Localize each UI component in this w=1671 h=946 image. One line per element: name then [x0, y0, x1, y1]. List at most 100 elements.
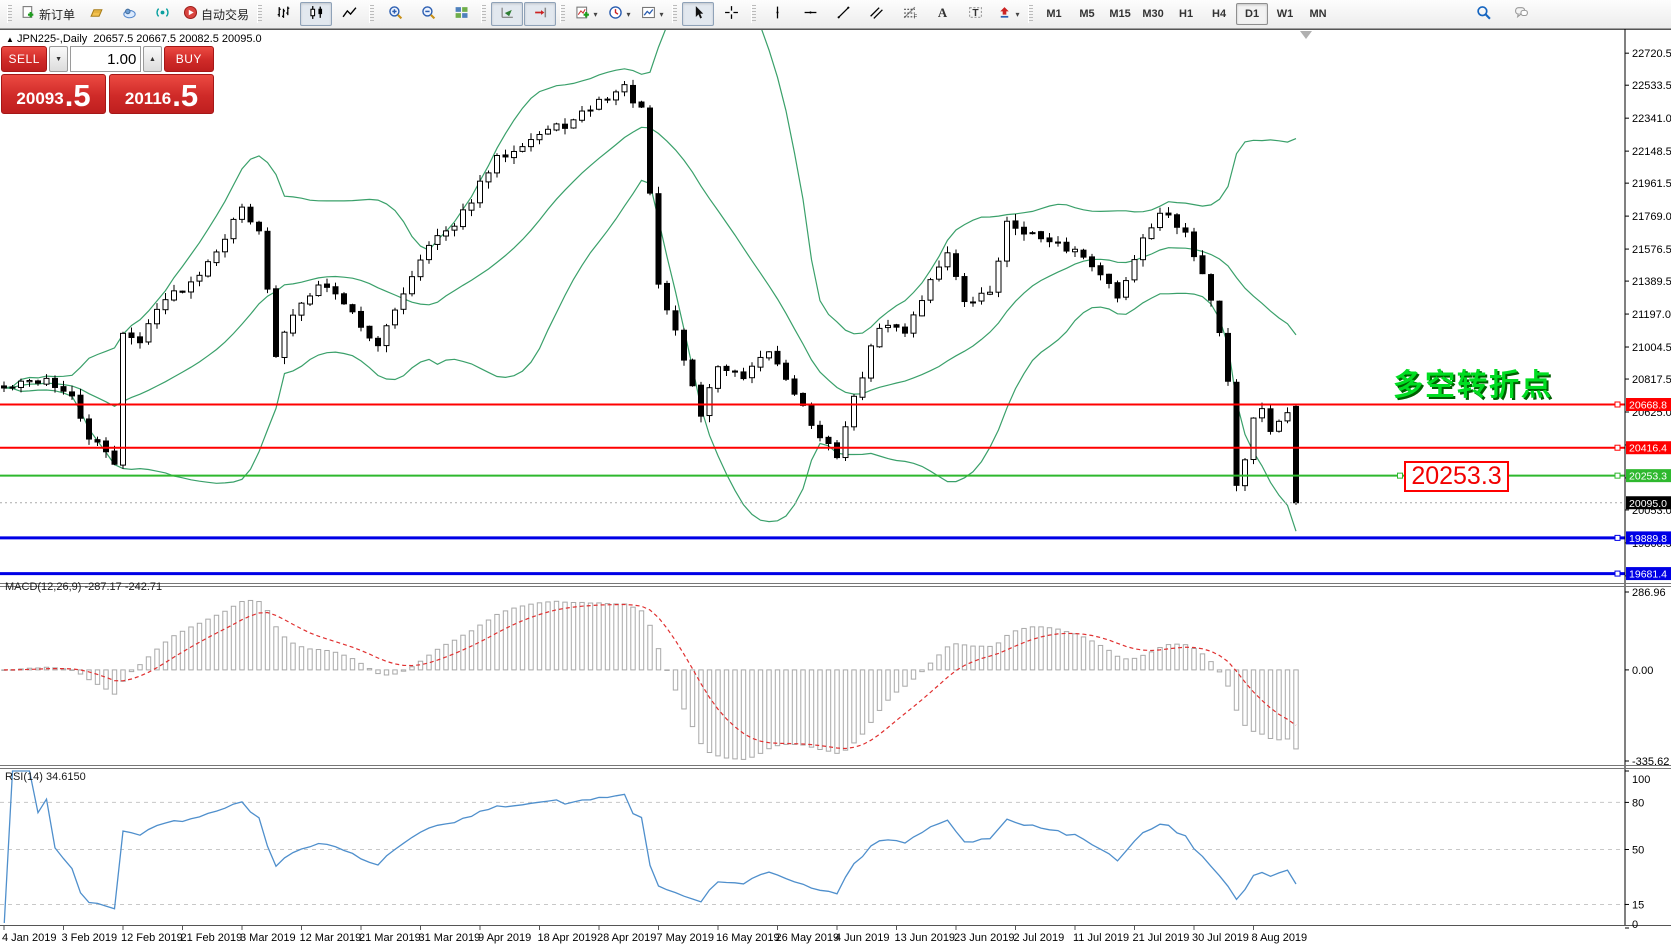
price-tick-label: 21576.5 [1632, 244, 1671, 256]
chart-text-annotation[interactable]: 多空转折点 [1393, 369, 1553, 402]
equidistant-channel-button[interactable] [860, 2, 892, 26]
cursor-icon [691, 5, 706, 23]
svg-text:100: 100 [1632, 774, 1650, 786]
periods-button[interactable]: ▾ [603, 2, 635, 26]
sell-button[interactable]: SELL [1, 46, 48, 72]
hline-pivot-green[interactable] [0, 472, 1625, 479]
price-tick-label: 22148.5 [1632, 146, 1671, 158]
vertical-line-button[interactable] [761, 2, 793, 26]
volume-increase-button[interactable]: ▲ [143, 46, 162, 72]
fibonacci-retracement-icon: F [902, 5, 917, 23]
svg-text:T: T [972, 8, 979, 19]
line-handle[interactable] [1614, 401, 1621, 408]
hline-support-2[interactable] [0, 570, 1625, 577]
timeframe-M30-button[interactable]: M30 [1142, 8, 1164, 20]
crosshair-icon [724, 5, 739, 23]
toolbar-grip[interactable] [257, 5, 263, 23]
bar-chart-button[interactable] [267, 2, 299, 26]
signals-icon [155, 5, 170, 23]
buy-price-box[interactable]: 20116 .5 [109, 74, 214, 114]
zoom-in-button[interactable] [379, 2, 411, 26]
svg-text:286.96: 286.96 [1632, 587, 1666, 599]
text-label-button[interactable]: T [959, 2, 991, 26]
hline-support-1[interactable] [0, 534, 1625, 541]
rsi-value: 34.6150 [45, 771, 86, 783]
date-label: 28 Apr 2019 [597, 932, 656, 944]
timeframe-D1-button[interactable]: D1 [1236, 3, 1269, 25]
cursor-button[interactable] [682, 2, 715, 26]
zoom-out-button[interactable] [412, 2, 444, 26]
tile-windows-button[interactable] [445, 2, 477, 26]
price-callout-box[interactable]: 20253.3 [1404, 461, 1509, 492]
buy-price: 20116 [124, 89, 172, 108]
indicators-list-icon [575, 5, 590, 23]
ohlc-open: 20657.5 [93, 33, 134, 45]
macd-histogram [1, 599, 1299, 760]
indicators-list-button[interactable]: ▾ [570, 2, 602, 26]
buy-button[interactable]: BUY [163, 46, 214, 72]
price-tick-label: 21197.0 [1632, 309, 1671, 321]
hline-resistance-2[interactable] [0, 444, 1625, 451]
line-handle[interactable] [1397, 472, 1403, 479]
date-label: 4 Jan 2019 [2, 932, 56, 944]
price-label: 20668.8 [1626, 398, 1671, 412]
line-handle[interactable] [1614, 570, 1621, 577]
toolbar-grip[interactable] [7, 5, 12, 23]
market-watch-button[interactable] [80, 2, 112, 26]
search-button[interactable] [1467, 2, 1499, 26]
rsi-axis: 100 80 50 15 0 [1625, 770, 1650, 931]
price-label: 20253.3 [1626, 469, 1671, 483]
macd-signal-line [4, 603, 1297, 750]
chart-shift-marker[interactable] [1300, 31, 1312, 39]
community-chat-button[interactable] [1505, 2, 1537, 26]
toolbar-grip[interactable] [1028, 5, 1034, 23]
auto-scroll-button[interactable] [491, 2, 524, 26]
one-click-trading-panel: SELL ▼ ▲ BUY 20093 .5 20116 .5 [1, 46, 214, 114]
templates-button[interactable]: ▾ [636, 2, 668, 26]
line-chart-button[interactable] [333, 2, 365, 26]
date-label: 7 May 2019 [657, 932, 714, 944]
toolbar-grip[interactable] [751, 5, 757, 23]
arrows-button[interactable]: ▾ [992, 2, 1024, 26]
horizontal-line-button[interactable] [794, 2, 826, 26]
fibonacci-retracement-button[interactable]: F [893, 2, 925, 26]
hline-resistance-1[interactable] [0, 401, 1625, 408]
date-label: 23 Jun 2019 [954, 932, 1015, 944]
timeframe-M1-button[interactable]: M1 [1046, 8, 1062, 20]
sell-price-box[interactable]: 20093 .5 [1, 74, 106, 114]
toolbar-grip[interactable] [672, 5, 678, 23]
text-button[interactable]: A [926, 2, 958, 26]
rsi-line [3, 770, 1297, 923]
chart-shift-button[interactable] [524, 2, 557, 26]
svg-text:20416.4: 20416.4 [1629, 443, 1667, 455]
date-label: 30 Jul 2019 [1192, 932, 1249, 944]
crosshair-button[interactable] [715, 2, 747, 26]
line-handle[interactable] [1614, 534, 1621, 541]
candlestick-chart-button[interactable] [300, 2, 333, 26]
macd-label: MACD(12,26,9) -287.17 -242.71 [5, 581, 163, 593]
toolbar-grip[interactable] [481, 5, 487, 23]
text-icon: A [935, 5, 950, 23]
timeframe-H1-button[interactable]: H1 [1179, 8, 1194, 20]
timeframe-M5-button[interactable]: M5 [1079, 8, 1095, 20]
svg-text:A: A [937, 6, 947, 20]
text-label-icon: T [968, 5, 983, 23]
line-handle[interactable] [1614, 472, 1621, 479]
timeframe-M15-button[interactable]: M15 [1109, 8, 1131, 20]
line-handle[interactable] [1614, 444, 1621, 451]
autotrading-button[interactable]: 自动交易 [179, 2, 253, 26]
new-order-button[interactable]: 新订单 [17, 2, 79, 26]
volume-decrease-button[interactable]: ▼ [49, 46, 68, 72]
timeframe-MN-button[interactable]: MN [1309, 8, 1327, 20]
mql5-community-button[interactable] [113, 2, 145, 26]
signals-button[interactable] [146, 2, 178, 26]
timeframe-W1-button[interactable]: W1 [1276, 8, 1294, 20]
toolbar-grip[interactable] [369, 5, 375, 23]
trendline-button[interactable] [827, 2, 859, 26]
volume-input[interactable] [70, 47, 141, 71]
toolbar-grip[interactable] [560, 5, 566, 23]
timeframe-H4-button[interactable]: H4 [1212, 8, 1227, 20]
